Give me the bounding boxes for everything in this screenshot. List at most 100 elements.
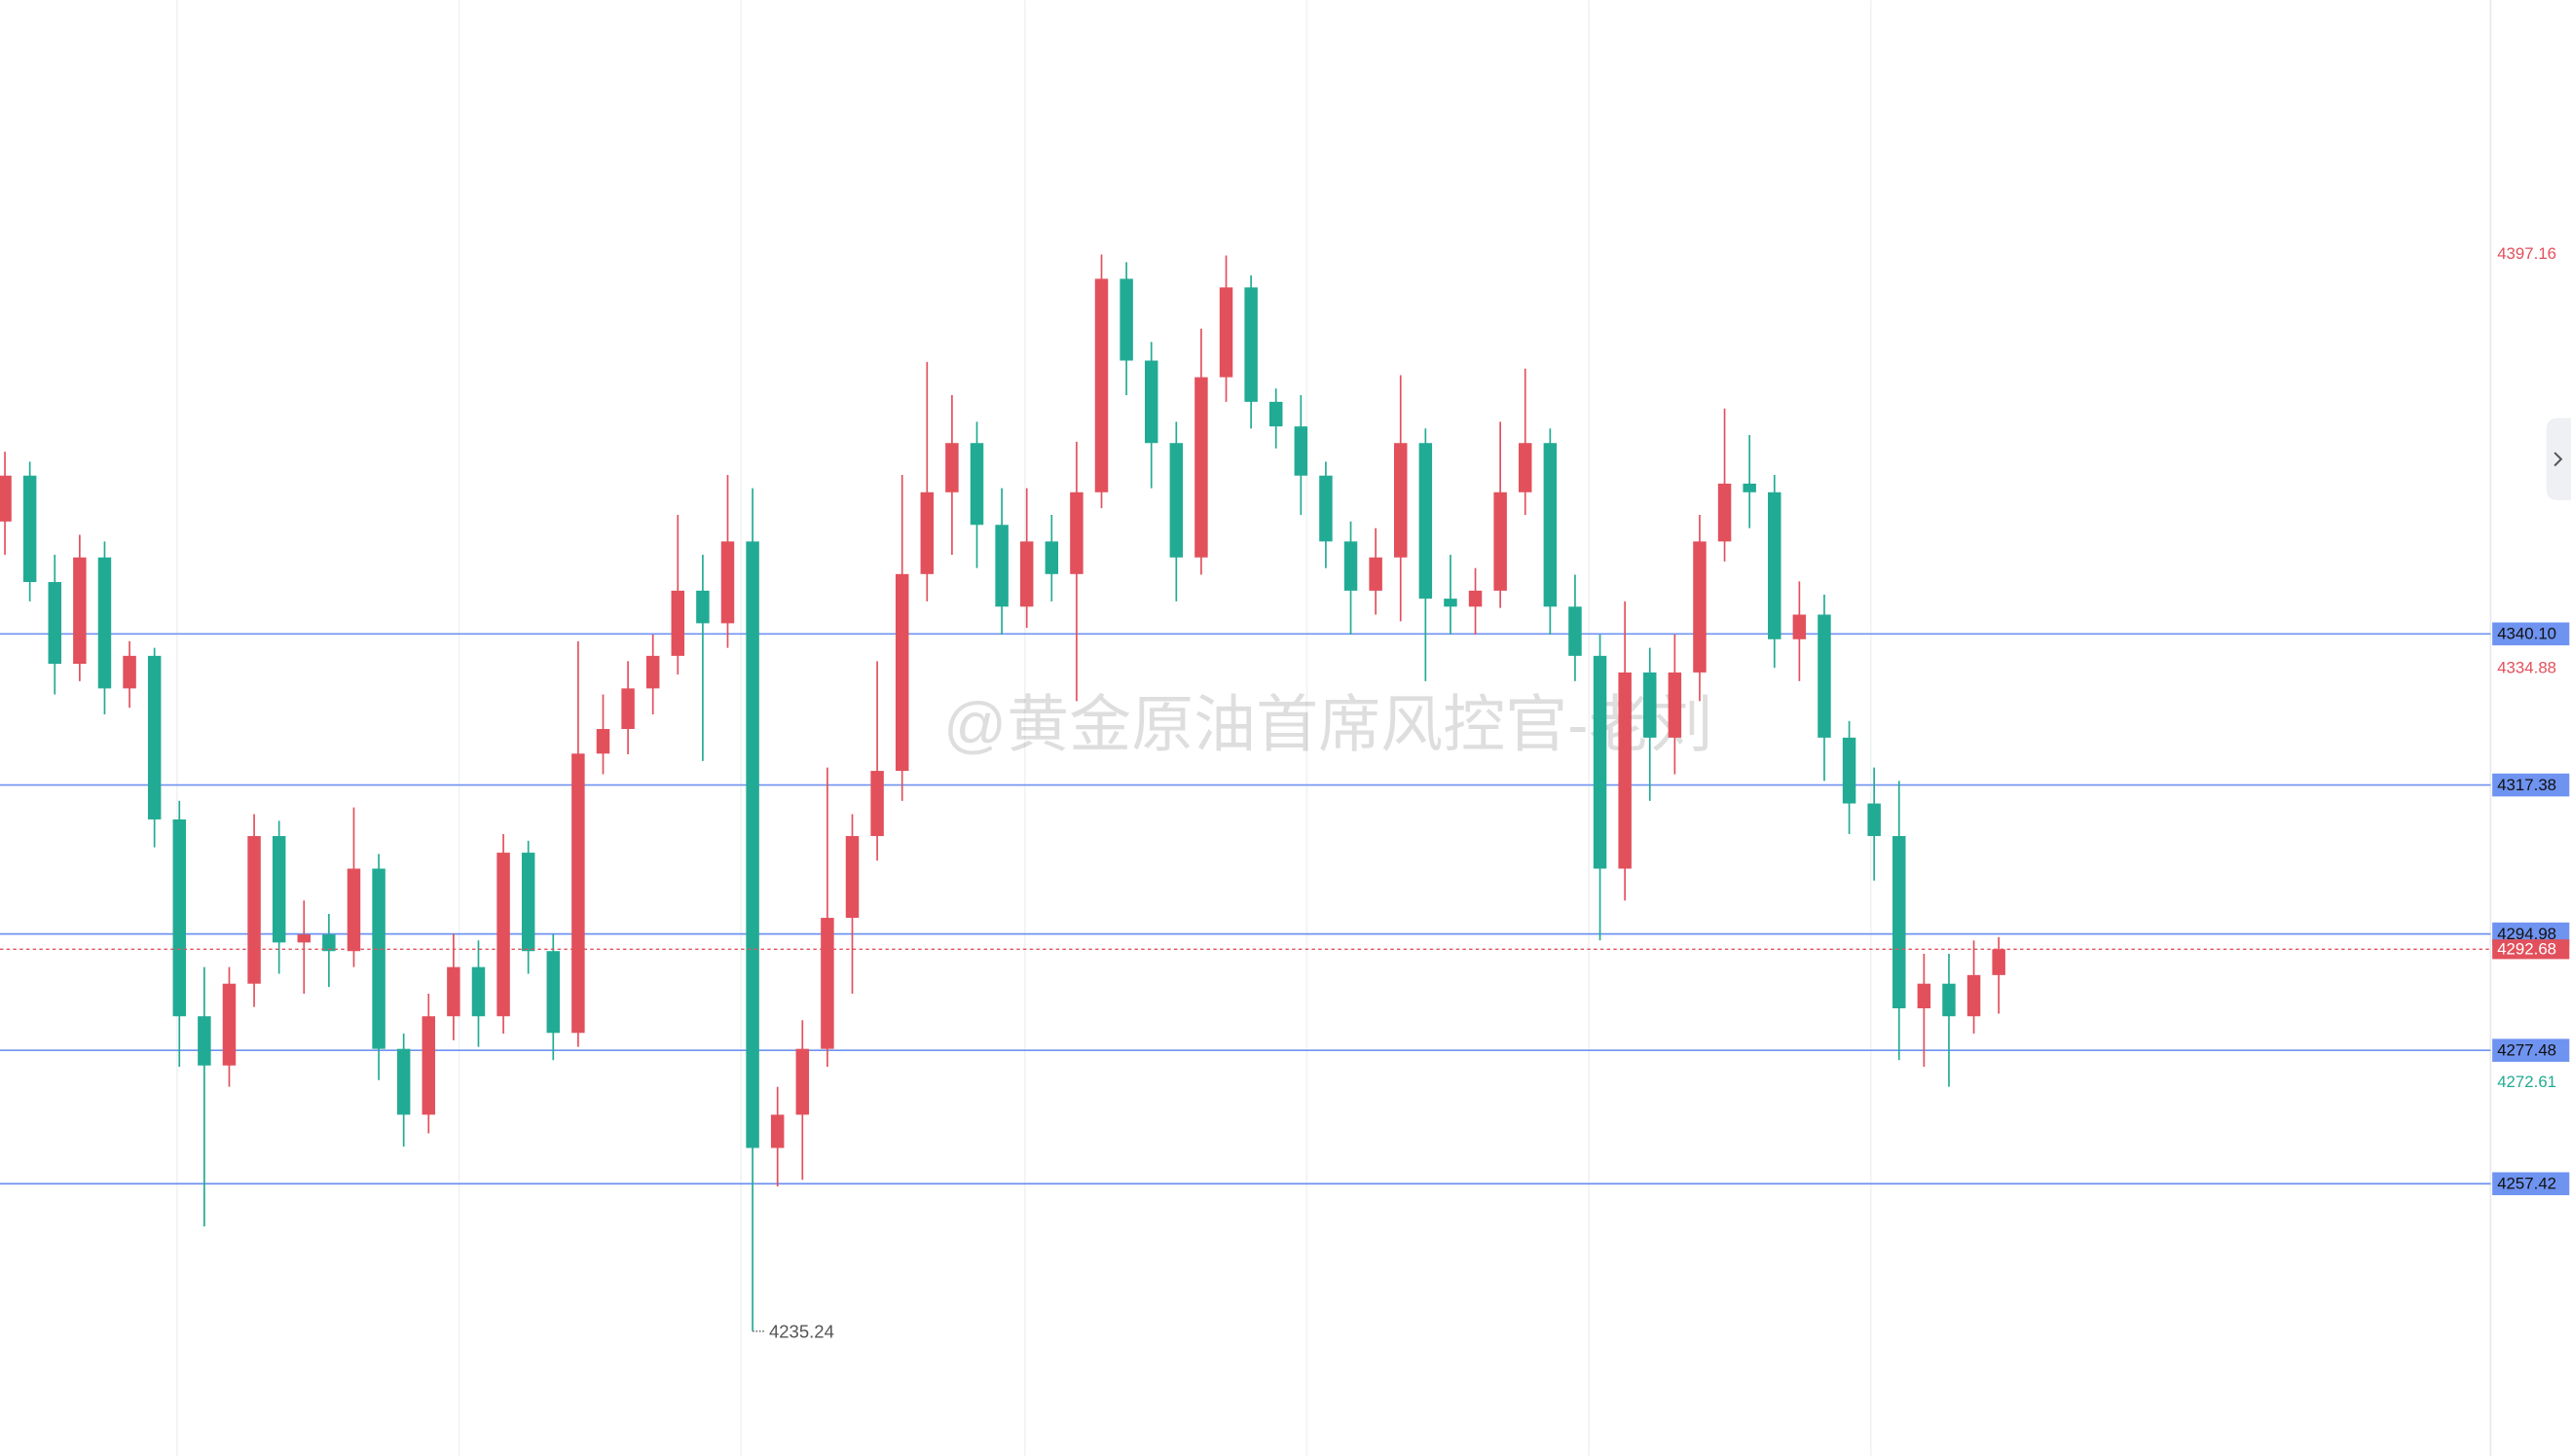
candle-body — [447, 966, 460, 1017]
candle-body — [1244, 287, 1258, 402]
candle-body — [1294, 426, 1308, 476]
candle-body — [1693, 541, 1707, 673]
level-label-box — [2492, 1172, 2570, 1196]
candle-body — [1892, 836, 1906, 1008]
candle-body — [222, 983, 237, 1066]
candle-body — [1792, 614, 1807, 639]
candle-body — [870, 771, 884, 837]
level-label-box — [2492, 622, 2570, 646]
candle-body — [596, 729, 610, 754]
candle-body — [845, 836, 860, 919]
candle-body — [970, 443, 984, 526]
candle-body — [496, 853, 510, 1017]
candle-body — [1543, 443, 1558, 607]
candle-body — [571, 753, 585, 1034]
candle-body — [1768, 491, 1781, 639]
candle-body — [1743, 483, 1756, 492]
candle-body — [1966, 974, 1981, 1017]
candle-body — [1194, 377, 1208, 558]
candle-body — [1070, 491, 1083, 574]
candle-body — [1992, 949, 2005, 975]
candle-body — [720, 541, 735, 624]
candle-body — [546, 951, 561, 1034]
candle-body — [147, 655, 162, 819]
candle-body — [1120, 278, 1133, 361]
candle-body — [322, 934, 336, 952]
candle-body — [821, 918, 834, 1049]
last-price-label: 4292.68 — [2497, 940, 2556, 959]
candle-body — [73, 557, 87, 665]
scroll-tab[interactable] — [2546, 418, 2571, 500]
candle-body — [895, 573, 909, 772]
candle-body — [1842, 737, 1856, 804]
low-annotation: 4235.24 — [769, 1321, 834, 1341]
candle-body — [1493, 491, 1507, 591]
level-label: 4294.98 — [2497, 925, 2556, 943]
candle-body — [396, 1048, 411, 1115]
candle-body — [1444, 599, 1457, 607]
candle-body — [247, 836, 261, 984]
candle-body — [1094, 278, 1109, 492]
candle-body — [1319, 475, 1333, 542]
axis-marker-label: 4397.16 — [2497, 244, 2556, 263]
candle-body — [422, 1016, 436, 1115]
level-label: 4317.38 — [2497, 776, 2556, 794]
candle-body — [1268, 401, 1283, 427]
candle-body — [272, 836, 286, 943]
time-grid — [176, 0, 1872, 1456]
candle-body — [1369, 557, 1382, 591]
candle-body — [1818, 614, 1831, 738]
candle-body — [297, 934, 312, 943]
level-label: 4257.42 — [2497, 1175, 2556, 1193]
candle-body — [1717, 483, 1732, 542]
candle-body — [123, 655, 136, 689]
candle-body — [1169, 443, 1184, 558]
candle-body — [1519, 443, 1532, 492]
candles — [0, 254, 2005, 1331]
candle-body — [1144, 360, 1158, 444]
candle-body — [1668, 672, 1682, 738]
candle-body — [1568, 606, 1582, 656]
candle-body — [920, 491, 935, 574]
candle-body — [795, 1048, 810, 1115]
candle-body — [1019, 541, 1034, 607]
level-label-box — [2492, 773, 2570, 797]
candle-body — [471, 966, 486, 1017]
candle-body — [1643, 672, 1657, 738]
candle-body — [746, 541, 759, 1148]
candle-body — [671, 590, 685, 656]
candle-body — [372, 868, 386, 1049]
candle-body — [48, 582, 61, 665]
level-label: 4340.10 — [2497, 625, 2556, 643]
candle-body — [1394, 443, 1408, 558]
axis-marker-label: 4272.61 — [2497, 1073, 2556, 1091]
candle-body — [0, 475, 12, 522]
candle-body — [347, 868, 361, 952]
level-label-box — [2492, 1038, 2570, 1062]
candle-body — [645, 655, 660, 689]
candle-body — [1343, 541, 1358, 591]
watermark: @黄金原油首席风控官-老刘 — [943, 690, 1712, 760]
level-label: 4277.48 — [2497, 1040, 2556, 1059]
candle-body — [1917, 983, 1931, 1008]
candle-body — [1468, 590, 1483, 607]
candle-body — [1045, 541, 1059, 574]
candle-body — [945, 443, 959, 492]
candle-body — [770, 1114, 785, 1148]
candle-body — [1618, 672, 1632, 869]
axis-marker-label: 4334.88 — [2497, 658, 2556, 676]
candle-body — [22, 475, 37, 583]
candle-body — [621, 688, 635, 730]
candle-body — [1867, 803, 1881, 837]
candle-body — [1219, 287, 1233, 378]
candle-body — [1418, 443, 1433, 600]
candle-body — [172, 819, 187, 1017]
candle-body — [1942, 983, 1956, 1017]
candle-body — [1593, 655, 1607, 869]
candle-body — [696, 590, 710, 624]
candle-body — [198, 1016, 211, 1066]
last-price-box — [2492, 939, 2570, 960]
candle-body — [97, 557, 112, 689]
candle-body — [521, 853, 535, 952]
